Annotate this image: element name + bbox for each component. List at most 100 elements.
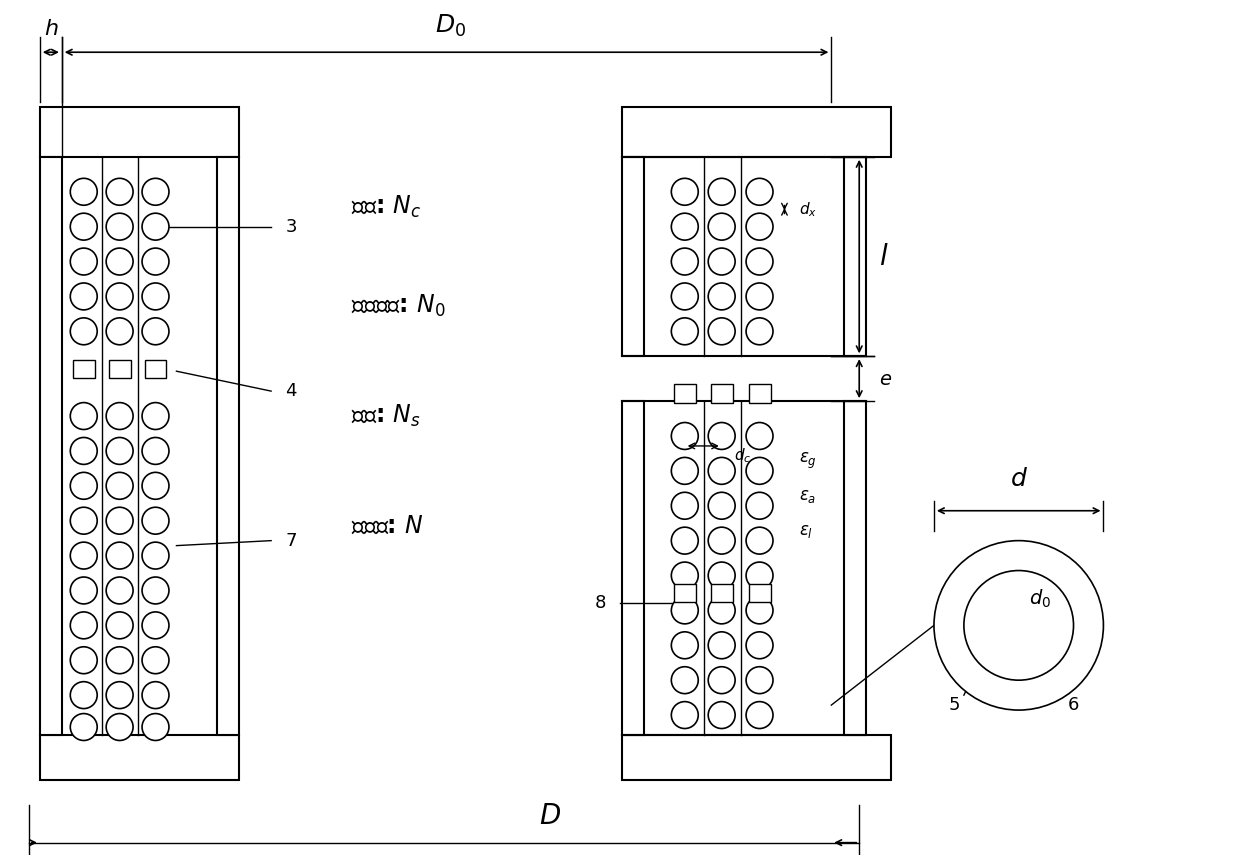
Circle shape	[107, 473, 133, 499]
Text: $\varepsilon_a$: $\varepsilon_a$	[800, 487, 817, 505]
Circle shape	[708, 597, 735, 624]
Circle shape	[71, 248, 97, 275]
Bar	[844, 401, 867, 735]
Circle shape	[107, 318, 133, 345]
Circle shape	[107, 647, 133, 674]
Circle shape	[107, 437, 133, 465]
Text: $\varepsilon_l$: $\varepsilon_l$	[800, 521, 813, 539]
Circle shape	[143, 647, 169, 674]
Text: 单层匝数: $N_0$: 单层匝数: $N_0$	[351, 294, 445, 319]
Circle shape	[143, 283, 169, 310]
Circle shape	[71, 612, 97, 639]
Circle shape	[107, 714, 133, 740]
Circle shape	[708, 632, 735, 659]
Circle shape	[708, 527, 735, 554]
Circle shape	[71, 437, 97, 465]
Circle shape	[671, 667, 698, 693]
Circle shape	[746, 492, 773, 520]
Circle shape	[671, 527, 698, 554]
Circle shape	[71, 577, 97, 604]
Text: $D_0$: $D_0$	[435, 13, 466, 39]
Circle shape	[746, 318, 773, 345]
Circle shape	[143, 542, 169, 569]
Bar	[844, 157, 867, 356]
Circle shape	[746, 283, 773, 310]
Bar	[622, 107, 892, 157]
Circle shape	[708, 178, 735, 205]
Text: $l$: $l$	[879, 242, 889, 270]
Circle shape	[708, 667, 735, 693]
Circle shape	[107, 178, 133, 205]
Bar	[673, 384, 696, 403]
Text: 段数: $N_s$: 段数: $N_s$	[351, 403, 420, 429]
Text: $d_x$: $d_x$	[800, 200, 817, 219]
Circle shape	[708, 248, 735, 275]
Circle shape	[143, 318, 169, 345]
Circle shape	[746, 562, 773, 589]
Bar	[622, 401, 644, 735]
Circle shape	[746, 667, 773, 693]
Bar	[145, 360, 166, 378]
Bar	[749, 584, 770, 603]
Bar	[40, 107, 239, 157]
Circle shape	[708, 702, 735, 728]
Circle shape	[143, 508, 169, 534]
Circle shape	[708, 318, 735, 345]
Circle shape	[71, 542, 97, 569]
Bar	[673, 584, 696, 603]
Text: 5: 5	[949, 696, 960, 714]
Circle shape	[746, 178, 773, 205]
Circle shape	[671, 248, 698, 275]
Circle shape	[71, 283, 97, 310]
Circle shape	[107, 213, 133, 241]
Text: 6: 6	[1068, 696, 1079, 714]
Circle shape	[746, 702, 773, 728]
Circle shape	[708, 423, 735, 449]
Circle shape	[671, 702, 698, 728]
Circle shape	[143, 681, 169, 709]
Circle shape	[143, 178, 169, 205]
Circle shape	[143, 437, 169, 465]
Circle shape	[671, 283, 698, 310]
Circle shape	[143, 612, 169, 639]
Text: $h$: $h$	[43, 20, 58, 39]
Circle shape	[107, 542, 133, 569]
Circle shape	[746, 213, 773, 241]
Circle shape	[71, 213, 97, 241]
Circle shape	[708, 283, 735, 310]
Bar	[749, 384, 770, 403]
Circle shape	[934, 541, 1104, 710]
Circle shape	[143, 577, 169, 604]
Text: $D$: $D$	[539, 802, 562, 829]
Bar	[73, 360, 94, 378]
Circle shape	[708, 213, 735, 241]
Text: 4: 4	[285, 382, 296, 400]
Circle shape	[746, 632, 773, 659]
Circle shape	[143, 714, 169, 740]
Circle shape	[671, 423, 698, 449]
Circle shape	[71, 402, 97, 430]
Text: $d_0$: $d_0$	[1029, 588, 1050, 610]
Circle shape	[708, 492, 735, 520]
Circle shape	[671, 562, 698, 589]
Circle shape	[671, 457, 698, 484]
Text: $d$: $d$	[1009, 467, 1028, 490]
Text: 层数: $N_c$: 层数: $N_c$	[351, 193, 422, 220]
Circle shape	[746, 457, 773, 484]
Circle shape	[107, 283, 133, 310]
Circle shape	[708, 457, 735, 484]
Bar	[711, 584, 733, 603]
Circle shape	[671, 492, 698, 520]
Circle shape	[107, 612, 133, 639]
Circle shape	[143, 213, 169, 241]
Text: 8: 8	[594, 594, 606, 612]
Circle shape	[107, 402, 133, 430]
Circle shape	[143, 473, 169, 499]
Circle shape	[746, 597, 773, 624]
Circle shape	[746, 527, 773, 554]
Text: 7: 7	[285, 532, 296, 550]
Circle shape	[746, 248, 773, 275]
Circle shape	[671, 597, 698, 624]
Circle shape	[143, 402, 169, 430]
Circle shape	[746, 423, 773, 449]
